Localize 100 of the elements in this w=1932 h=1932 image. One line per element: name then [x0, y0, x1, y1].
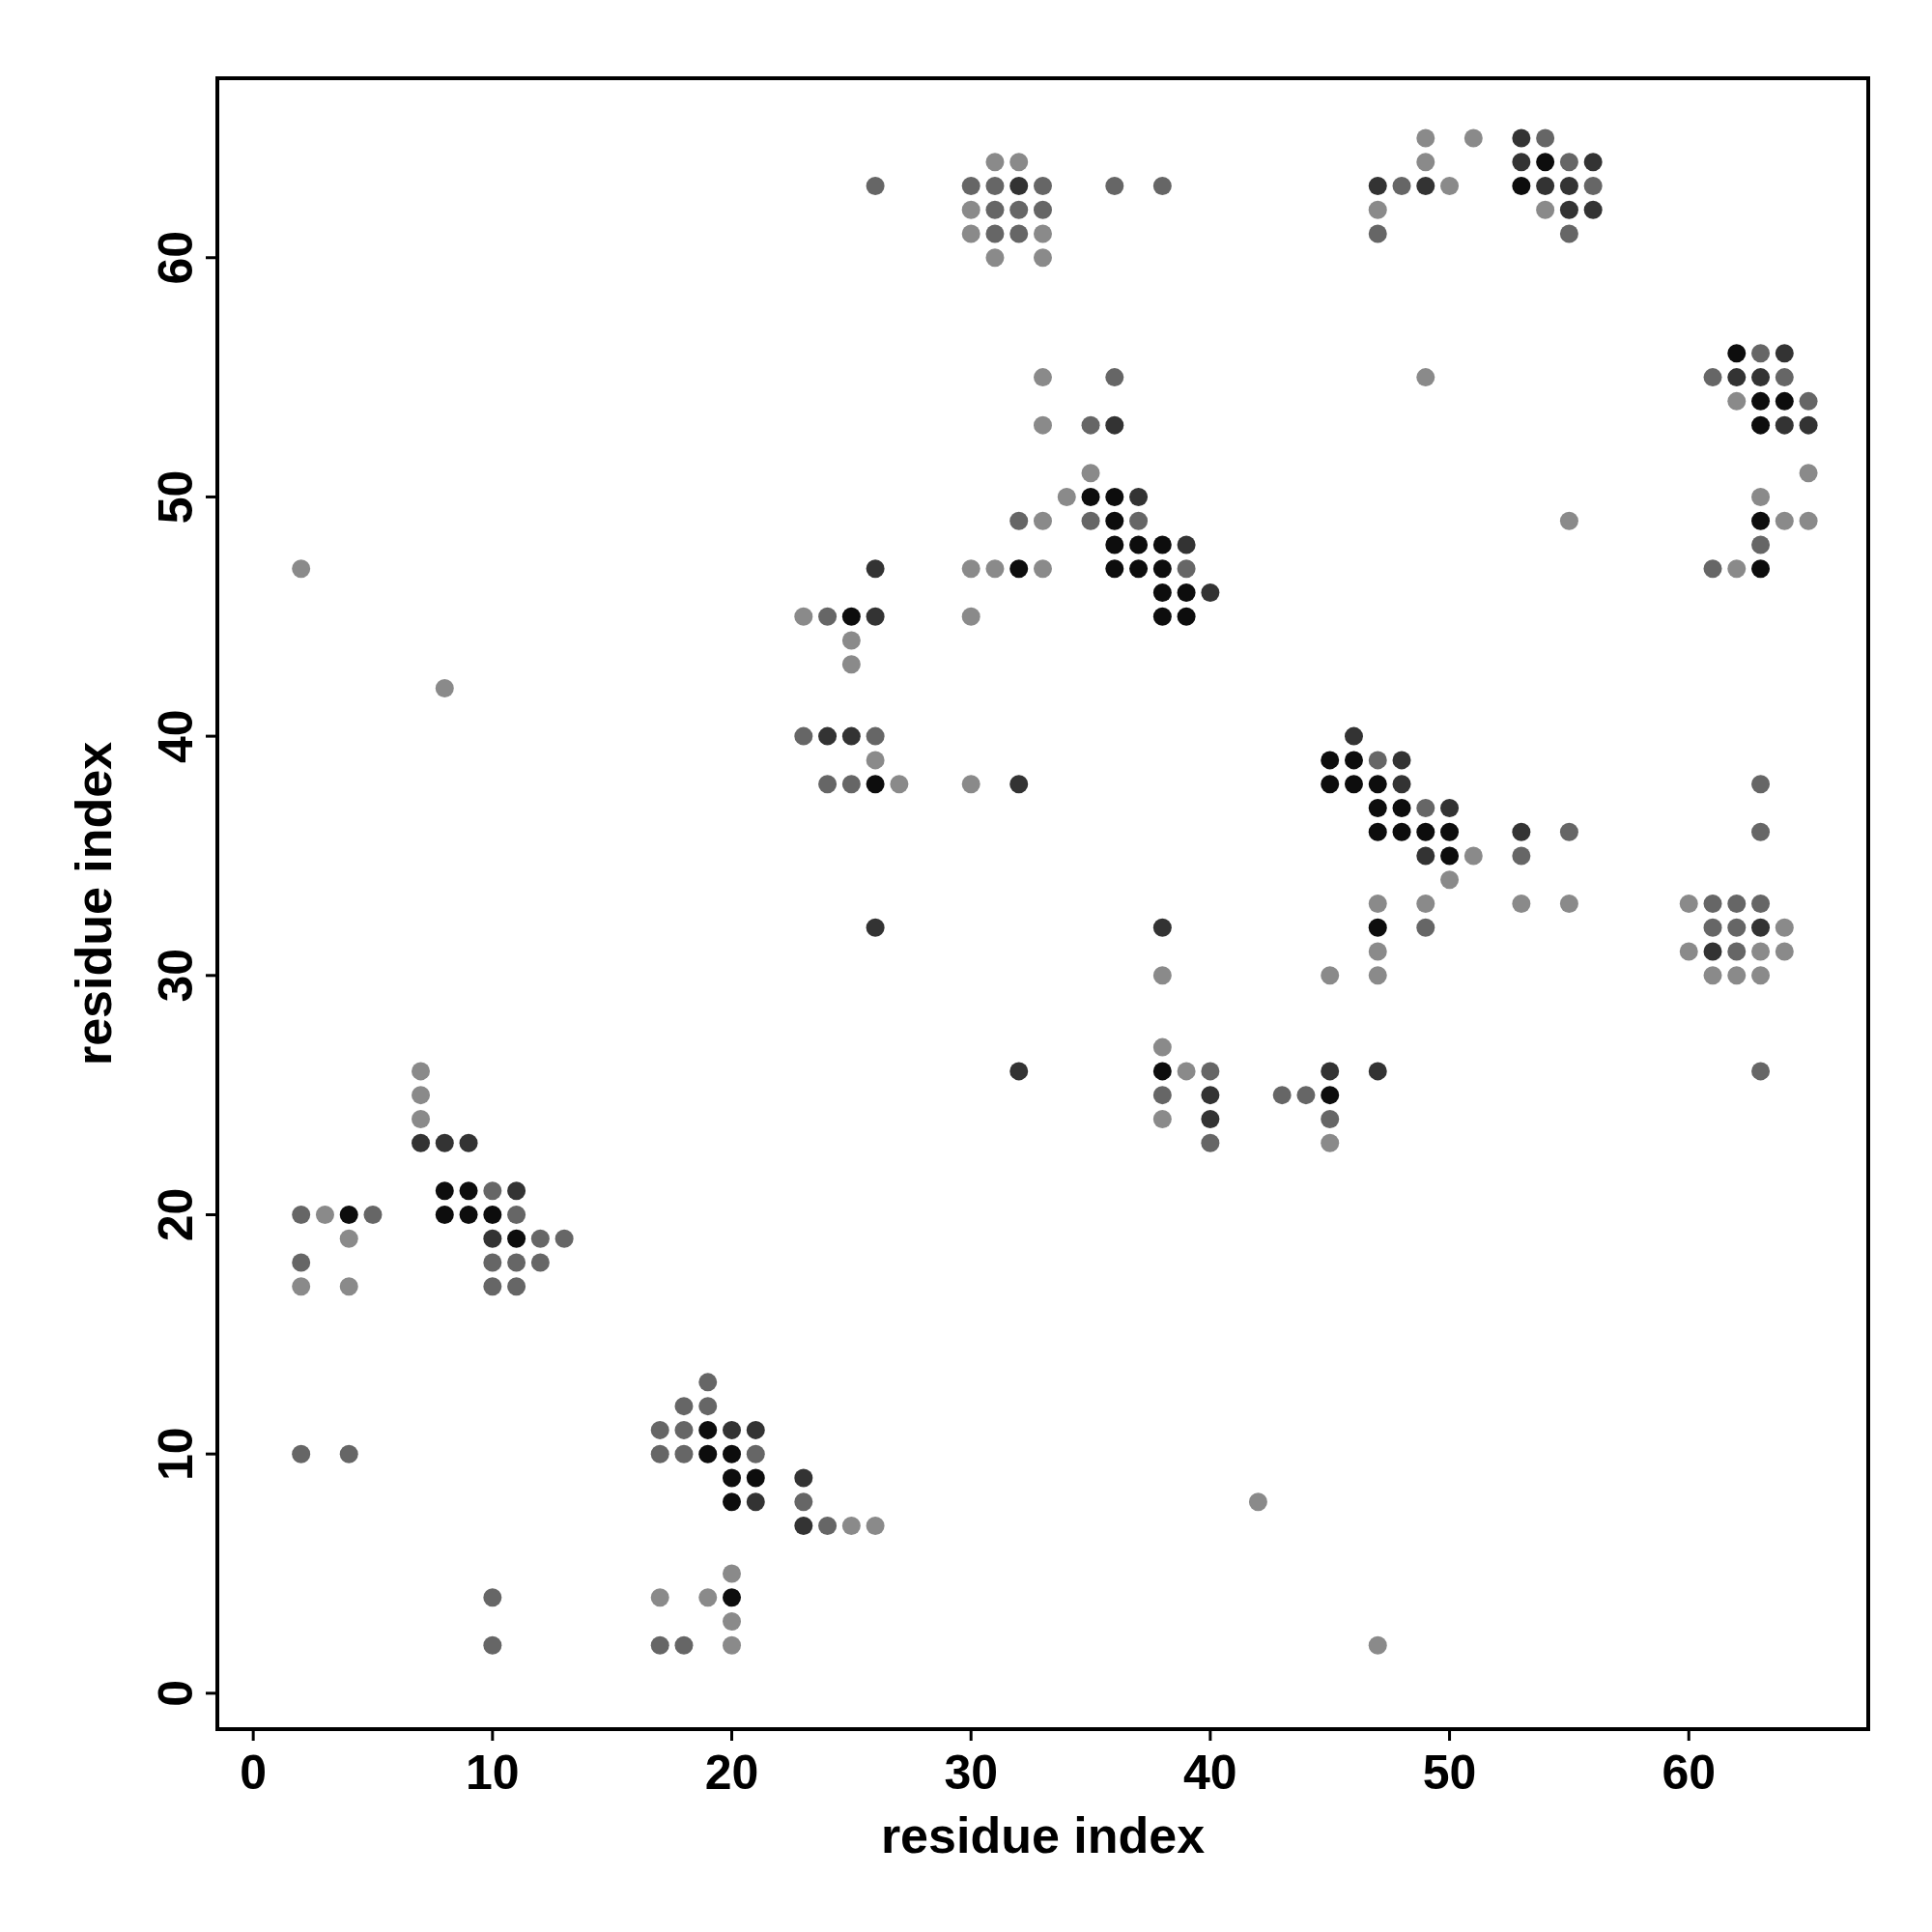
point [1152, 918, 1172, 937]
point [723, 1588, 742, 1607]
point [1727, 344, 1747, 363]
point [698, 1420, 718, 1439]
point [1416, 176, 1435, 195]
point [412, 1133, 431, 1152]
point [1009, 775, 1029, 794]
point [1105, 511, 1124, 530]
point [1392, 798, 1411, 817]
point [1440, 846, 1460, 866]
point [1583, 176, 1603, 195]
point [1009, 176, 1029, 195]
point [1536, 176, 1555, 195]
point [1583, 200, 1603, 219]
point [507, 1229, 526, 1248]
point [459, 1133, 478, 1152]
point [1177, 583, 1196, 603]
point [1321, 1086, 1340, 1105]
point [1583, 153, 1603, 172]
point [1201, 1109, 1220, 1128]
x-tick-label: 0 [240, 1746, 268, 1800]
point [1321, 775, 1340, 794]
x-tick-label: 30 [944, 1746, 999, 1800]
point [1105, 559, 1124, 579]
point [1368, 798, 1387, 817]
point [1751, 391, 1771, 411]
point [1368, 822, 1387, 841]
point [1129, 535, 1149, 554]
y-tick-label: 60 [149, 230, 203, 285]
point [483, 1205, 502, 1224]
point [866, 918, 885, 937]
point [1392, 751, 1411, 770]
point [1440, 798, 1460, 817]
point [723, 1468, 742, 1488]
y-tick-label: 10 [149, 1427, 203, 1481]
point [794, 1468, 813, 1488]
point [1081, 487, 1100, 506]
point [723, 1492, 742, 1512]
x-tick-label: 10 [466, 1746, 520, 1800]
point [841, 607, 861, 626]
point [1512, 153, 1531, 172]
point [459, 1181, 478, 1201]
point [746, 1420, 765, 1439]
point [746, 1468, 765, 1488]
point [1775, 391, 1794, 411]
point [1009, 559, 1029, 579]
point [1344, 751, 1363, 770]
point [1512, 822, 1531, 841]
point [1129, 487, 1149, 506]
point [1177, 535, 1196, 554]
point [1536, 128, 1555, 148]
point [1129, 559, 1149, 579]
point [1416, 846, 1435, 866]
point [818, 726, 838, 746]
point [1201, 583, 1220, 603]
point [1559, 153, 1578, 172]
point [1368, 1062, 1387, 1081]
point [435, 1133, 454, 1152]
point [1727, 368, 1747, 387]
point [1152, 583, 1172, 603]
point [1152, 1062, 1172, 1081]
point [1009, 1062, 1029, 1081]
point [841, 726, 861, 746]
point [1559, 200, 1578, 219]
x-tick-label: 60 [1662, 1746, 1717, 1800]
point [746, 1492, 765, 1512]
point [1559, 176, 1578, 195]
point [1751, 511, 1771, 530]
point [1105, 487, 1124, 506]
point [794, 1516, 813, 1535]
point [1512, 176, 1531, 195]
point [1392, 822, 1411, 841]
point [866, 775, 885, 794]
y-tick-label: 0 [149, 1679, 203, 1707]
point [1536, 153, 1555, 172]
point [1368, 775, 1387, 794]
point [866, 559, 885, 579]
y-tick-label: 50 [149, 469, 203, 525]
point [1344, 726, 1363, 746]
point [1368, 918, 1387, 937]
point [1751, 559, 1771, 579]
point [1416, 822, 1435, 841]
point [1775, 415, 1794, 435]
point [1201, 1086, 1220, 1105]
x-tick-label: 50 [1422, 1746, 1477, 1800]
y-tick-label: 20 [149, 1187, 203, 1242]
point [435, 1205, 454, 1224]
point [1152, 535, 1172, 554]
point [1440, 822, 1460, 841]
point [1368, 176, 1387, 195]
point [1105, 415, 1124, 435]
point [1751, 415, 1771, 435]
point [1152, 559, 1172, 579]
point [1751, 918, 1771, 937]
point [866, 607, 885, 626]
x-tick-label: 20 [704, 1746, 759, 1800]
point [1177, 607, 1196, 626]
point [1392, 775, 1411, 794]
point [507, 1181, 526, 1201]
point [1344, 775, 1363, 794]
